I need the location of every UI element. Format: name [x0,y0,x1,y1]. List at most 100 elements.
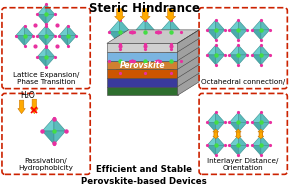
Polygon shape [46,14,55,24]
Polygon shape [252,136,261,146]
Polygon shape [261,20,270,30]
Text: Interlayer Distance/
Orientation: Interlayer Distance/ Orientation [207,157,279,170]
Polygon shape [37,26,46,36]
Polygon shape [160,61,171,73]
FancyArrow shape [31,99,38,114]
Polygon shape [107,78,178,87]
Polygon shape [238,55,247,65]
Polygon shape [216,30,224,40]
Polygon shape [238,136,247,146]
Polygon shape [207,112,216,122]
Polygon shape [216,146,224,155]
Polygon shape [230,30,238,40]
Polygon shape [238,146,247,155]
Polygon shape [171,32,181,44]
Polygon shape [107,87,178,95]
Polygon shape [160,32,171,44]
Polygon shape [160,20,171,32]
Polygon shape [107,30,199,43]
Polygon shape [261,146,270,155]
Text: Lattice Expansion/
Phase Transition: Lattice Expansion/ Phase Transition [13,72,79,85]
Polygon shape [216,136,224,146]
Polygon shape [145,32,156,44]
FancyArrow shape [235,129,241,136]
Polygon shape [160,49,171,61]
Polygon shape [24,26,33,36]
Polygon shape [230,45,238,55]
Polygon shape [109,20,120,32]
Polygon shape [42,118,54,131]
FancyArrow shape [165,9,176,21]
Polygon shape [171,49,181,61]
Polygon shape [134,61,145,73]
Polygon shape [54,131,66,144]
Polygon shape [24,36,33,46]
Polygon shape [68,36,76,46]
Polygon shape [145,20,156,32]
FancyArrow shape [18,100,25,114]
Text: Perovskite: Perovskite [119,60,165,70]
Polygon shape [107,52,178,61]
Polygon shape [216,55,224,65]
Text: Efficient and Stable
Perovskite-based Devices: Efficient and Stable Perovskite-based De… [81,165,207,186]
Polygon shape [109,61,120,73]
Polygon shape [120,61,130,73]
Text: Octahedral connection/: Octahedral connection/ [201,79,285,85]
Polygon shape [252,45,261,55]
Polygon shape [46,47,55,57]
Polygon shape [261,122,270,132]
Polygon shape [59,36,68,46]
Polygon shape [109,32,120,44]
Polygon shape [134,49,145,61]
Polygon shape [68,26,76,36]
Polygon shape [54,118,66,131]
Polygon shape [207,146,216,155]
Polygon shape [207,30,216,40]
Text: Passivation/
Hydrophobicity: Passivation/ Hydrophobicity [19,157,73,170]
Polygon shape [171,20,181,32]
Polygon shape [216,20,224,30]
Polygon shape [207,20,216,30]
Polygon shape [207,136,216,146]
Polygon shape [216,122,224,132]
Polygon shape [46,26,55,36]
Polygon shape [238,30,247,40]
Polygon shape [59,26,68,36]
Polygon shape [46,5,55,14]
Polygon shape [37,57,46,67]
Polygon shape [178,30,199,95]
FancyArrow shape [235,132,241,139]
Polygon shape [207,55,216,65]
Polygon shape [37,5,46,14]
FancyArrow shape [213,132,219,139]
Polygon shape [230,122,238,132]
Polygon shape [42,131,54,144]
Polygon shape [261,45,270,55]
Polygon shape [230,112,238,122]
Polygon shape [238,20,247,30]
Polygon shape [238,45,247,55]
Polygon shape [252,146,261,155]
Polygon shape [134,20,145,32]
Polygon shape [145,49,156,61]
Polygon shape [261,55,270,65]
FancyArrow shape [258,129,264,136]
Polygon shape [46,36,55,46]
Polygon shape [46,57,55,67]
Polygon shape [145,61,156,73]
FancyArrow shape [258,132,264,139]
Polygon shape [37,47,46,57]
Polygon shape [37,36,46,46]
Polygon shape [238,112,247,122]
Polygon shape [207,45,216,55]
Polygon shape [107,43,178,52]
Polygon shape [37,14,46,24]
FancyArrow shape [115,9,125,21]
Polygon shape [16,26,24,36]
Polygon shape [252,20,261,30]
Polygon shape [109,49,120,61]
Text: Steric Hindrance: Steric Hindrance [89,2,200,15]
Polygon shape [230,146,238,155]
Polygon shape [120,32,130,44]
Polygon shape [107,69,178,78]
